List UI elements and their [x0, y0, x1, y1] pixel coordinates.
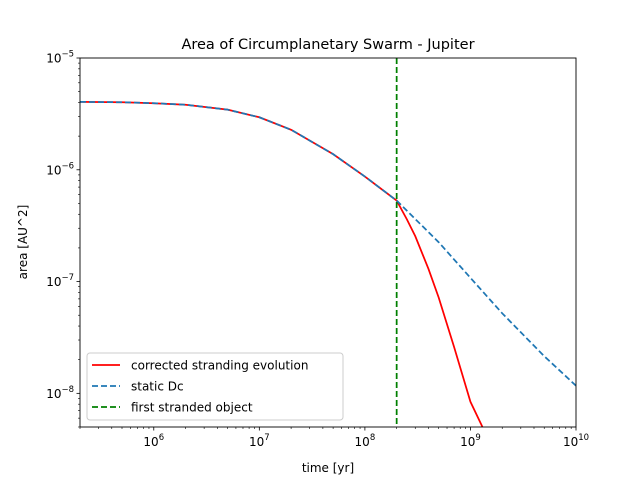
- y-tick-label: 10−6: [46, 161, 74, 177]
- x-tick-exponent: 8: [370, 433, 375, 443]
- legend-box: [86, 352, 344, 421]
- x-tick-exponent: 7: [264, 433, 269, 443]
- x-tick-base: 10: [143, 435, 158, 449]
- x-tick-base: 10: [563, 435, 578, 449]
- y-tick-exponent: −8: [61, 385, 74, 395]
- y-tick-base: 10: [46, 163, 61, 177]
- plot-frame: [79, 57, 577, 428]
- y-axis-title: area [AU^2]: [16, 205, 30, 280]
- legend-label-2: static Dc: [131, 380, 184, 394]
- x-tick-exponent: 10: [578, 433, 589, 443]
- x-tick-base: 10: [460, 435, 475, 449]
- legend: corrected stranding evolution static Dc fi…: [86, 352, 344, 421]
- x-tick-exponent: 6: [159, 433, 164, 443]
- y-tick-exponent: −5: [61, 50, 74, 60]
- x-tick-label: 109: [460, 433, 481, 449]
- y-tick-exponent: −7: [61, 273, 74, 283]
- legend-label-3: first stranded object: [131, 401, 253, 415]
- x-tick-label: 106: [143, 433, 164, 449]
- x-tick-label: 1010: [563, 433, 589, 449]
- legend-label-1: corrected stranding evolution: [131, 359, 308, 373]
- x-axis-title: time [yr]: [302, 461, 354, 475]
- series-line-2: [80, 101, 576, 387]
- y-tick-label: 10−5: [46, 50, 74, 66]
- x-tick-base: 10: [249, 435, 264, 449]
- series-layer: [80, 58, 576, 427]
- x-tick-exponent: 9: [475, 433, 480, 443]
- chart-title: Area of Circumplanetary Swarm - Jupiter: [181, 37, 474, 53]
- y-tick-base: 10: [46, 275, 61, 289]
- x-tick-label: 107: [249, 433, 270, 449]
- x-tick-base: 10: [355, 435, 370, 449]
- y-tick-base: 10: [46, 52, 61, 66]
- x-tick-label: 108: [355, 433, 376, 449]
- y-tick-exponent: −6: [61, 161, 74, 171]
- y-tick-label: 10−8: [46, 385, 74, 401]
- y-tick-base: 10: [46, 387, 61, 401]
- y-tick-label: 10−7: [46, 273, 74, 289]
